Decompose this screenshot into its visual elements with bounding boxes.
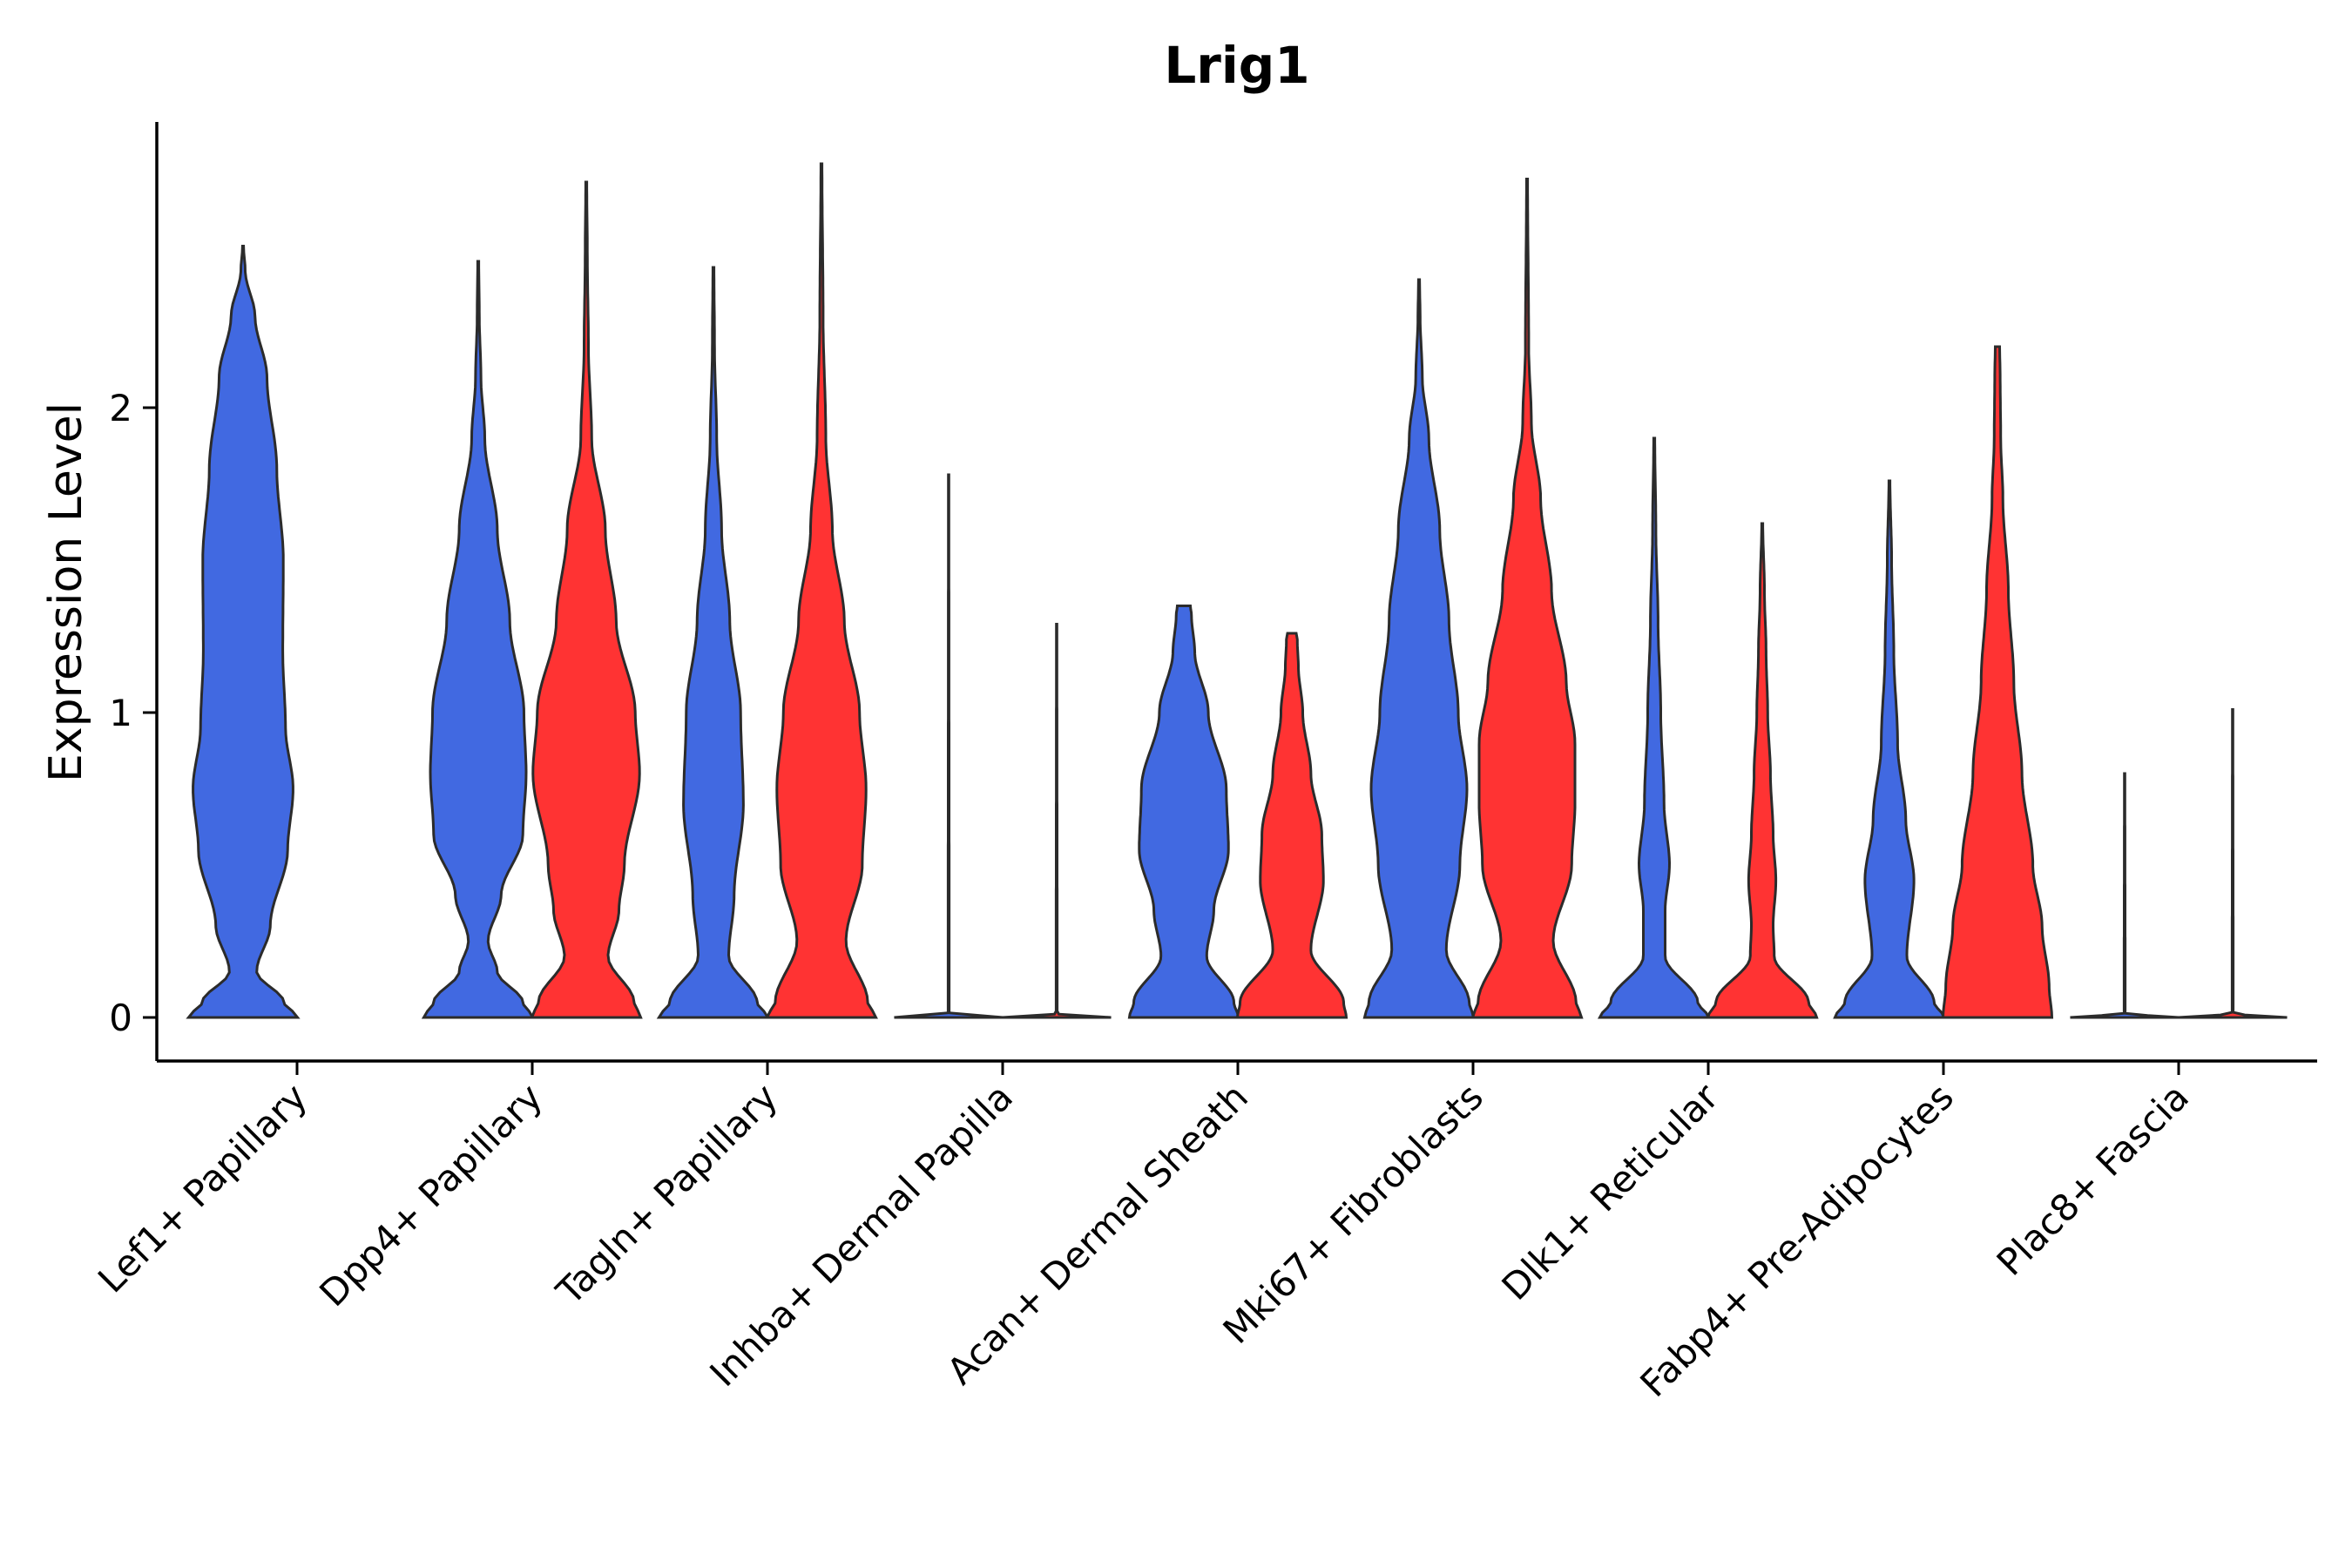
- x-tick-label: Tagln+ Papillary: [548, 1075, 786, 1313]
- y-tick-label: 2: [109, 387, 132, 429]
- x-tick-label: Mki67+ Fibroblasts: [1215, 1075, 1491, 1351]
- x-tick-label: Dpp4+ Papillary: [311, 1075, 551, 1315]
- violin-tagln-papillary-group2: [765, 162, 878, 1019]
- violin-lef1-papillary-group1: [186, 245, 301, 1019]
- x-tick-label: Lef1+ Papillary: [90, 1075, 315, 1301]
- violin-fabp4-pre-adipocytes-group2: [1941, 345, 2054, 1019]
- x-tick-label: Dlk1+ Reticular: [1494, 1075, 1727, 1308]
- violin-dlk1-reticular-group1: [1597, 436, 1712, 1019]
- y-axis-label: Expression Level: [40, 402, 92, 782]
- violin-inhba-dermal-papilla-group1: [894, 473, 1004, 1019]
- violin-dlk1-reticular-group2: [1706, 522, 1819, 1019]
- x-tick-label: Plac8+ Fascia: [1989, 1075, 2197, 1283]
- violin-acan-dermal-sheath-group2: [1235, 632, 1348, 1019]
- violin-tagln-papillary-group1: [656, 266, 771, 1019]
- violin-dpp4-papillary-group1: [421, 260, 536, 1019]
- violin-layer: [186, 162, 2288, 1019]
- violin-fabp4-pre-adipocytes-group1: [1833, 479, 1946, 1019]
- violin-plac8-fascia-group2: [2178, 708, 2288, 1019]
- violin-inhba-dermal-papilla-group2: [1002, 623, 1112, 1019]
- y-ticks: 0 1 2: [109, 387, 157, 1039]
- y-tick-label: 1: [109, 692, 132, 734]
- violin-plac8-fascia-group1: [2070, 772, 2180, 1019]
- violin-dpp4-papillary-group2: [530, 180, 643, 1019]
- y-tick-label: 0: [109, 997, 132, 1039]
- violin-acan-dermal-sheath-group1: [1127, 605, 1240, 1019]
- chart-title: Lrig1: [1164, 36, 1309, 95]
- violin-mki67-fibroblasts-group2: [1470, 178, 1584, 1019]
- violin-mki67-fibroblasts-group1: [1362, 278, 1476, 1019]
